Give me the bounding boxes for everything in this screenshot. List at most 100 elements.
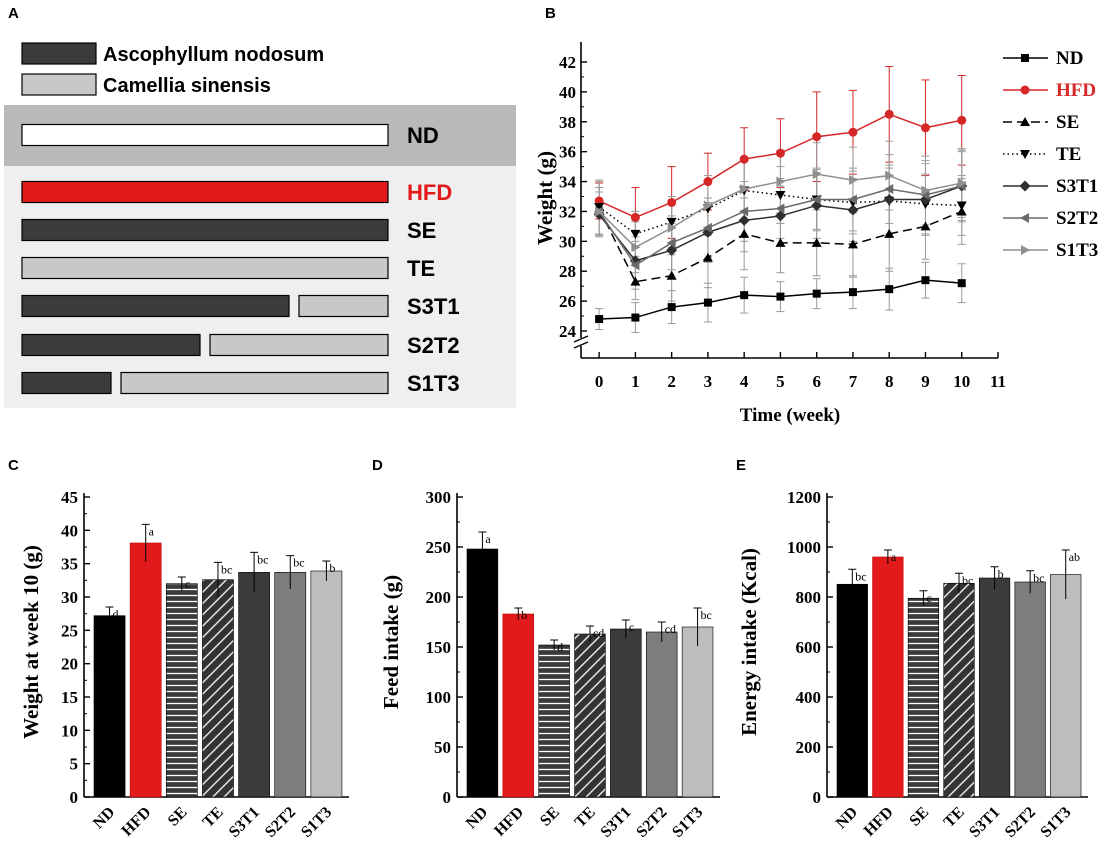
b-legend-label-hfd: HFD xyxy=(1056,80,1096,101)
b-point-se xyxy=(702,252,713,262)
legend-label-ascophyllum: Ascophyllum nodosum xyxy=(103,44,324,66)
c-bar-s3t1 xyxy=(238,572,270,798)
e-y-tick-label: 1000 xyxy=(787,538,821,557)
e-bar-te xyxy=(943,582,975,798)
design-label-nd: ND xyxy=(407,123,439,148)
c-y-tick-label: 5 xyxy=(70,755,79,774)
b-point-nd xyxy=(812,289,821,298)
d-bar-hfd xyxy=(502,613,534,798)
c-letter-te: bc xyxy=(221,562,232,576)
b-point-te xyxy=(630,229,641,239)
d-y-axis-title: Feed intake (g) xyxy=(379,575,403,709)
design-bar-s2t2-light xyxy=(209,333,389,357)
b-point-nd xyxy=(595,315,604,324)
d-bar-se xyxy=(538,644,570,798)
design-bar-s1t3-dark xyxy=(21,371,112,395)
b-point-hfd xyxy=(957,115,967,125)
b-y-tick-label: 24 xyxy=(559,322,577,341)
treatment-band xyxy=(4,166,516,408)
c-category-label-nd: ND xyxy=(90,804,118,832)
c-y-tick-label: 35 xyxy=(61,555,78,574)
b-point-s1t3 xyxy=(885,170,895,181)
c-category-label-se: SE xyxy=(165,804,191,830)
e-category-label-nd: ND xyxy=(833,804,861,832)
c-letter-s1t3: b xyxy=(329,561,335,575)
b-x-tick-label: 2 xyxy=(667,372,676,391)
legend-swatch-dark xyxy=(21,42,97,65)
b-point-s2t2 xyxy=(739,206,749,217)
b-point-s3t1 xyxy=(774,210,786,222)
d-y-tick-label: 200 xyxy=(426,588,452,607)
panel-label-b: B xyxy=(545,5,556,22)
b-point-hfd xyxy=(775,148,785,158)
design-bar-nd xyxy=(21,123,389,147)
b-legend-marker-nd xyxy=(1021,54,1029,62)
b-point-nd xyxy=(921,276,930,285)
e-y-tick-label: 400 xyxy=(796,688,822,707)
b-point-s3t1 xyxy=(666,244,678,256)
b-legend-label-s3t1: S3T1 xyxy=(1056,176,1098,197)
e-y-tick-label: 600 xyxy=(796,638,822,657)
b-point-nd xyxy=(848,288,857,297)
c-bar-hfd xyxy=(129,542,162,798)
e-letter-hfd: a xyxy=(891,550,897,564)
e-category-label-s1t3: S1T3 xyxy=(1037,804,1074,841)
b-legend-marker-te xyxy=(1020,150,1030,159)
b-x-tick-label: 8 xyxy=(885,372,894,391)
design-label-s2t2: S2T2 xyxy=(407,333,460,358)
b-legend-marker-s3t1 xyxy=(1019,180,1031,192)
b-point-se xyxy=(920,221,931,231)
panel-label-d: D xyxy=(372,457,383,474)
c-y-tick-label: 20 xyxy=(61,655,78,674)
b-legend-marker-s1t3 xyxy=(1021,245,1030,255)
c-y-tick-label: 45 xyxy=(61,488,78,507)
d-bar-te xyxy=(574,633,606,798)
c-letter-s3t1: bc xyxy=(257,552,268,566)
design-bar-se-dark xyxy=(21,218,389,242)
b-point-te xyxy=(666,217,677,227)
b-point-s3t1 xyxy=(847,204,859,216)
d-category-label-s2t2: S2T2 xyxy=(633,804,670,841)
b-legend-label-nd: ND xyxy=(1056,48,1083,69)
e-y-tick-label: 1200 xyxy=(787,488,821,507)
b-point-nd xyxy=(631,313,640,322)
b-point-hfd xyxy=(884,109,894,119)
b-point-s2t2 xyxy=(775,203,785,214)
b-x-tick-label: 11 xyxy=(990,372,1006,391)
c-letter-s2t2: bc xyxy=(293,556,304,570)
c-bar-s2t2 xyxy=(274,572,307,798)
b-point-se xyxy=(775,237,786,247)
b-x-tick-label: 1 xyxy=(631,372,640,391)
b-point-s1t3 xyxy=(740,184,750,195)
b-point-se xyxy=(666,270,677,280)
e-y-axis-title: Energy intake (Kcal) xyxy=(737,548,761,736)
b-point-nd xyxy=(703,298,712,307)
b-point-s2t2 xyxy=(666,237,676,248)
d-letter-s3t1: c xyxy=(629,620,634,634)
b-point-se xyxy=(847,239,858,249)
d-bar-nd xyxy=(466,548,499,798)
b-legend-label-s2t2: S2T2 xyxy=(1056,208,1098,229)
b-legend-marker-se xyxy=(1020,117,1030,126)
b-point-s2t2 xyxy=(630,260,640,271)
b-point-s1t3 xyxy=(776,176,786,187)
b-point-s1t3 xyxy=(812,169,822,180)
e-bar-se xyxy=(907,597,940,798)
d-bar-s1t3 xyxy=(681,626,714,798)
b-y-tick-label: 42 xyxy=(559,53,576,72)
d-category-label-s1t3: S1T3 xyxy=(669,804,706,841)
d-y-tick-label: 250 xyxy=(426,538,452,557)
e-letter-s1t3: ab xyxy=(1069,550,1080,564)
d-y-tick-label: 0 xyxy=(443,788,452,807)
b-point-nd xyxy=(776,292,785,301)
e-category-label-s3t1: S3T1 xyxy=(966,804,1003,841)
design-label-s1t3: S1T3 xyxy=(407,371,460,396)
e-letter-s3t1: b xyxy=(998,567,1004,581)
c-bar-nd xyxy=(93,615,126,798)
design-label-hfd: HFD xyxy=(407,180,452,205)
c-y-tick-label: 15 xyxy=(61,688,78,707)
d-bar-s2t2 xyxy=(645,631,678,798)
e-bar-nd xyxy=(836,583,868,798)
